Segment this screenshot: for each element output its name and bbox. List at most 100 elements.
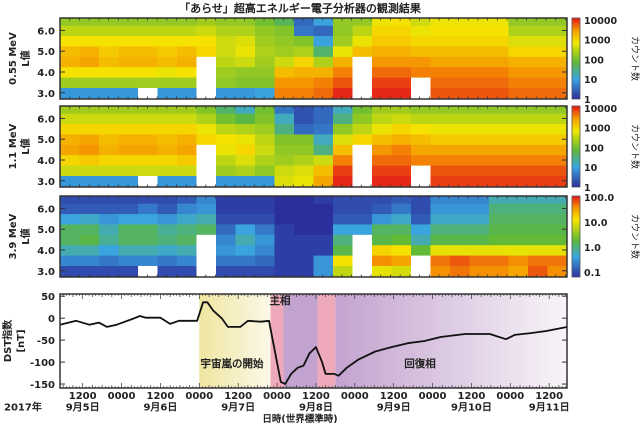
y-tick-label: 3.0 [37, 89, 55, 100]
heatmap-cell [411, 144, 431, 155]
y-tick-label: -50 [37, 336, 55, 347]
heatmap-cell [372, 88, 392, 100]
heatmap-cell [177, 18, 197, 26]
heatmap-cell [275, 67, 295, 78]
heatmap-cell [158, 18, 178, 26]
heatmap-cell [411, 255, 431, 266]
x-tick-label: 1200 [147, 391, 175, 402]
heatmap-cell [353, 255, 373, 266]
heatmap-cell [236, 155, 256, 166]
heatmap-cell [450, 124, 470, 135]
heatmap-cell [392, 165, 412, 176]
colorbar-label: カウント数 [629, 214, 640, 259]
heatmap-cell [528, 234, 548, 245]
heatmap-cell [99, 214, 119, 225]
heatmap-cell [353, 25, 373, 36]
heatmap-cell [509, 255, 529, 266]
heatmap-cell [294, 36, 314, 47]
y-axis-label: DST指数 [1, 319, 14, 362]
heatmap-cell [314, 144, 334, 155]
heatmap-cell [80, 203, 100, 214]
heatmap-cell [509, 234, 529, 245]
heatmap-cell [177, 36, 197, 47]
heatmap-cell [177, 155, 197, 166]
date-label: 9月5日 [66, 402, 100, 414]
heatmap-cell [275, 245, 295, 256]
heatmap-cell [528, 46, 548, 57]
heatmap-cell [99, 77, 119, 88]
heatmap-cell [353, 18, 373, 26]
heatmap-cell [216, 67, 236, 78]
heatmap-cell [294, 234, 314, 245]
heatmap-cell [197, 25, 217, 36]
heatmap-cell [528, 56, 548, 67]
heatmap-cell [255, 56, 275, 67]
heatmap-cell [431, 203, 451, 214]
heatmap-cell [216, 18, 236, 26]
y-tick-label: 5.0 [37, 225, 55, 236]
energy-label: 3.9 MeV [8, 213, 19, 259]
heatmap-cell [333, 165, 353, 176]
heatmap-cell [431, 224, 451, 235]
heatmap-cell [411, 88, 431, 100]
x-tick-label: 1200 [302, 391, 330, 402]
heatmap-cell [119, 255, 139, 266]
heatmap-cell [216, 77, 236, 88]
heatmap-cell [333, 46, 353, 57]
heatmap-cell [275, 88, 295, 100]
heatmap-cell [275, 18, 295, 26]
heatmap-cell [80, 36, 100, 47]
heatmap-cell [489, 234, 509, 245]
heatmap-cell [470, 224, 490, 235]
heatmap-cell [99, 46, 119, 57]
date-label: 9月6日 [143, 402, 177, 414]
heatmap-cell [333, 224, 353, 235]
heatmap-cell [470, 134, 490, 145]
heatmap-cell [470, 245, 490, 256]
heatmap-cell [197, 196, 217, 204]
heatmap-cell [314, 56, 334, 67]
heatmap-cell [333, 266, 353, 278]
heatmap-cell [294, 165, 314, 176]
heatmap-cell [470, 36, 490, 47]
heatmap-cell [177, 255, 197, 266]
heatmap-cell [236, 88, 256, 100]
heatmap-cell [372, 266, 392, 278]
heatmap-cell [255, 165, 275, 176]
heatmap-cell [216, 155, 236, 166]
heatmap-cell [509, 77, 529, 88]
heatmap-cell [158, 67, 178, 78]
heatmap-cell [372, 144, 392, 155]
colorbar-tick-label: 1000 [584, 124, 611, 135]
y-axis-label: L値 [19, 228, 32, 244]
heatmap-cell [236, 203, 256, 214]
heatmap-cell [138, 18, 158, 26]
heatmap-cell [138, 224, 158, 235]
heatmap-cell [470, 77, 490, 88]
heatmap-cell [392, 124, 412, 135]
heatmap-cell [80, 165, 100, 176]
heatmap-cell [275, 77, 295, 88]
heatmap-cell [216, 144, 236, 155]
energy-label: 1.1 MeV [8, 123, 19, 169]
heatmap-cell [177, 144, 197, 155]
heatmap-cell [275, 46, 295, 57]
heatmap-cell [99, 224, 119, 235]
heatmap-cell [411, 46, 431, 57]
year-label: 2017年 [4, 401, 42, 414]
heatmap-cell [470, 266, 490, 278]
heatmap-cell [489, 165, 509, 176]
heatmap-cell [80, 67, 100, 78]
heatmap-cell [216, 266, 236, 278]
heatmap-cell [411, 214, 431, 225]
heatmap-cell [431, 18, 451, 26]
heatmap-cell [314, 77, 334, 88]
heatmap-cell [236, 124, 256, 135]
heatmap-cell [509, 67, 529, 78]
heatmap-cell [392, 266, 412, 278]
heatmap-cell [255, 196, 275, 204]
heatmap-cell [236, 165, 256, 176]
heatmap-cell [333, 77, 353, 88]
x-tick-label: 0000 [263, 391, 291, 402]
heatmap-cell [372, 176, 392, 188]
